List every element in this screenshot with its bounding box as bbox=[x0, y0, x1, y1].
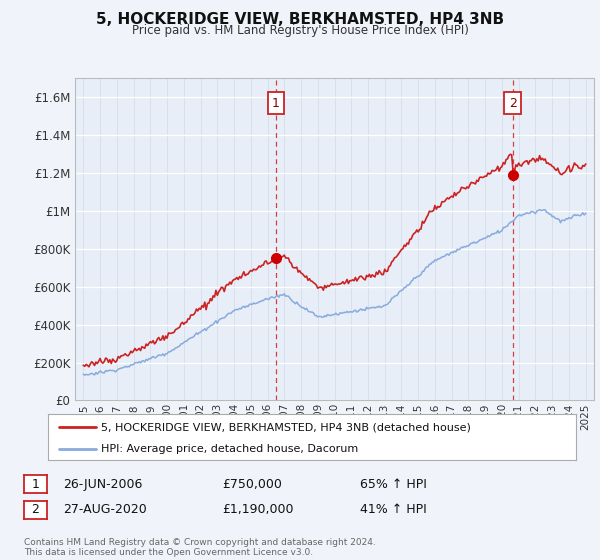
Text: £750,000: £750,000 bbox=[222, 478, 282, 491]
Text: 41% ↑ HPI: 41% ↑ HPI bbox=[360, 503, 427, 516]
Text: Contains HM Land Registry data © Crown copyright and database right 2024.
This d: Contains HM Land Registry data © Crown c… bbox=[24, 538, 376, 557]
Text: 65% ↑ HPI: 65% ↑ HPI bbox=[360, 478, 427, 491]
Text: 5, HOCKERIDGE VIEW, BERKHAMSTED, HP4 3NB (detached house): 5, HOCKERIDGE VIEW, BERKHAMSTED, HP4 3NB… bbox=[101, 422, 470, 432]
Text: 5, HOCKERIDGE VIEW, BERKHAMSTED, HP4 3NB: 5, HOCKERIDGE VIEW, BERKHAMSTED, HP4 3NB bbox=[96, 12, 504, 27]
Text: 1: 1 bbox=[31, 478, 40, 491]
Text: £1,190,000: £1,190,000 bbox=[222, 503, 293, 516]
Text: 26-JUN-2006: 26-JUN-2006 bbox=[63, 478, 142, 491]
Text: HPI: Average price, detached house, Dacorum: HPI: Average price, detached house, Daco… bbox=[101, 444, 358, 454]
Text: 2: 2 bbox=[509, 96, 517, 110]
Text: Price paid vs. HM Land Registry's House Price Index (HPI): Price paid vs. HM Land Registry's House … bbox=[131, 24, 469, 37]
Text: 27-AUG-2020: 27-AUG-2020 bbox=[63, 503, 147, 516]
Text: 2: 2 bbox=[31, 503, 40, 516]
Text: 1: 1 bbox=[272, 96, 280, 110]
